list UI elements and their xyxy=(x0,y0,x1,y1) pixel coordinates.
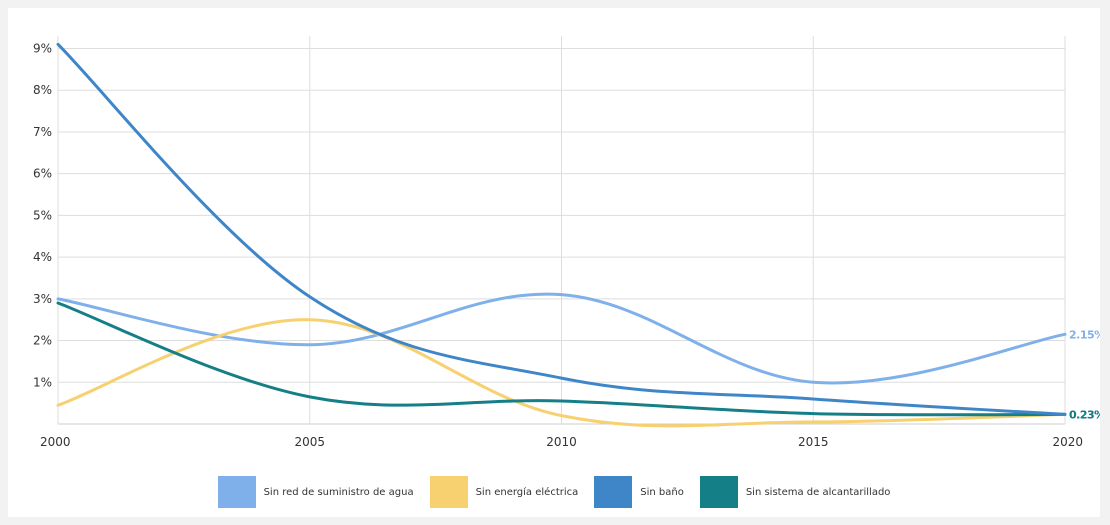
legend-swatch-alcantarillado xyxy=(699,476,738,508)
x-tick-label: 2000 xyxy=(40,435,71,449)
legend-label-agua: Sin red de suministro de agua xyxy=(263,486,414,498)
legend-item-energia[interactable]: Sin energía eléctrica xyxy=(429,476,579,508)
x-tick-label: 2005 xyxy=(294,435,325,449)
gridlines xyxy=(57,36,1066,425)
legend-item-alcantarillado[interactable]: Sin sistema de alcantarillado xyxy=(699,476,891,508)
legend-swatch-energia xyxy=(429,476,468,508)
line-chart: 1%2%3%4%5%6%7%8%9% 2000 2005 2010 2015 2020 … xyxy=(33,36,1100,449)
chart-card: 1% 2% 3% 4% 5% 6% 7% 8% 9% 2000 2005 2010 2015 2020 … xyxy=(8,8,1100,517)
x-tick-label: 2020 xyxy=(1052,435,1083,449)
series-line-3[interactable] xyxy=(56,301,1067,417)
series-line-2[interactable] xyxy=(56,42,1067,416)
y-axis-ticks: 1% 2% 3% 4% 5% 6% 7% 8% 9% xyxy=(33,42,52,390)
y-tick-label: 9% xyxy=(33,42,52,56)
y-tick-label: 1% xyxy=(33,375,52,389)
legend-item-bano[interactable]: Sin baño xyxy=(594,476,684,508)
end-label-2: 0.23% xyxy=(1069,408,1100,421)
legend-label-bano: Sin baño xyxy=(640,486,684,498)
legend-swatch-bano xyxy=(594,476,633,508)
y-tick-label: 4% xyxy=(33,250,52,264)
x-tick-label: 2015 xyxy=(798,435,829,449)
legend-label-energia: Sin energía eléctrica xyxy=(475,486,579,498)
x-axis-ticks: 2000 2005 2010 2015 2020 xyxy=(40,435,1083,449)
end-label-0: 2.15% xyxy=(1069,328,1100,341)
end-labels: 2.15%0.23%0.23% xyxy=(1069,328,1100,421)
legend: Sin red de suministro de agua Sin energí… xyxy=(8,476,1100,508)
y-tick-label: 7% xyxy=(33,125,52,139)
legend-swatch-agua xyxy=(217,476,256,508)
series-lines xyxy=(56,42,1067,428)
end-label-3: 0.23% xyxy=(1069,408,1100,421)
y-tick-label: 3% xyxy=(33,292,52,306)
series-line-1[interactable] xyxy=(56,318,1067,428)
y-tick-label: 8% xyxy=(33,83,52,97)
y-tick-label: 5% xyxy=(33,208,52,222)
legend-item-agua[interactable]: Sin red de suministro de agua xyxy=(217,476,414,508)
legend-label-alcantarillado: Sin sistema de alcantarillado xyxy=(745,486,891,498)
x-tick-label: 2010 xyxy=(546,435,577,449)
y-tick-label: 6% xyxy=(33,167,52,181)
y-tick-label: 2% xyxy=(33,334,52,348)
